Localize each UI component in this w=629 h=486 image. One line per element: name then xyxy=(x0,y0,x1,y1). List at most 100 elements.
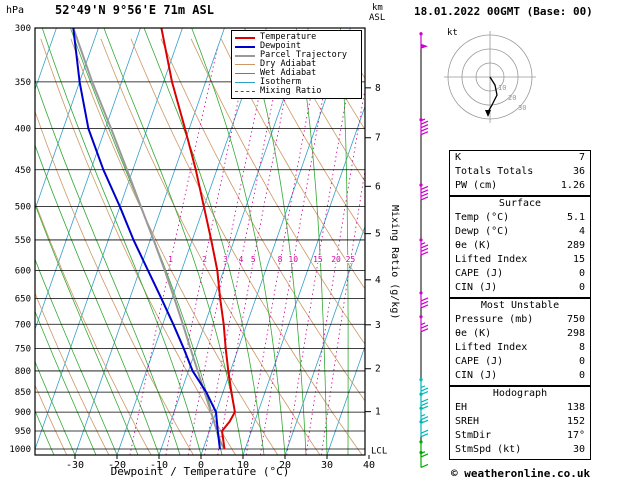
info-panel: Surface Temp (°C) 5.1 Dewp (°C) 4 θe (K) 289 Li… xyxy=(449,196,591,298)
hodograph-ring-label: 20 xyxy=(508,94,516,102)
wind-barb xyxy=(419,238,429,256)
km-axis-label: km xyxy=(372,3,383,13)
pressure-tick-label: 800 xyxy=(15,367,31,377)
info-panel: Hodograph EH 138 SREH 152 StmDir 17° StmSpd (kt… xyxy=(449,386,591,460)
wind-barb xyxy=(419,420,429,438)
hodograph-ring-label: 10 xyxy=(498,84,506,92)
stat-label: PW (cm) xyxy=(455,180,498,191)
legend-label: Parcel Trajectory xyxy=(260,50,347,60)
stat-label: Totals Totals xyxy=(455,166,534,177)
stat-label: Lifted Index xyxy=(455,254,528,265)
legend-swatch xyxy=(235,64,255,65)
stat-value: 7 xyxy=(578,152,585,163)
info-panel: Most Unstable Pressure (mb) 750 θe (K) 298 Li… xyxy=(449,298,591,386)
copyright: © weatheronline.co.uk xyxy=(451,467,591,480)
pressure-tick-label: 450 xyxy=(15,166,31,176)
stat-label: θe (K) xyxy=(455,328,492,339)
mixing-ratio-value: 25 xyxy=(346,255,356,264)
stat-value: 0 xyxy=(578,268,585,279)
legend-label: Mixing Ratio xyxy=(260,86,322,96)
legend-swatch xyxy=(235,82,255,83)
pressure-tick-label: 750 xyxy=(15,344,31,354)
chart-frame xyxy=(34,27,366,456)
stat-label: CIN (J) xyxy=(455,370,498,381)
km-tick-label: 5 xyxy=(375,229,381,240)
wind-barb xyxy=(419,32,428,49)
panel-row: Pressure (mb) 750 xyxy=(450,313,590,327)
legend-label: Isotherm xyxy=(260,77,301,87)
pressure-tick-label: 900 xyxy=(15,408,31,418)
pressure-tick-label: 350 xyxy=(15,78,31,88)
temp-tick-label: 0 xyxy=(198,460,204,471)
stat-value: 8 xyxy=(578,342,585,353)
legend-label: Dry Adiabat xyxy=(260,59,317,69)
panel-row: Totals Totals 36 xyxy=(450,165,590,179)
wind-barb xyxy=(419,118,429,136)
stat-label: CAPE (J) xyxy=(455,268,504,279)
panel-title: Most Unstable xyxy=(480,300,560,311)
mixing-ratio-value: 10 xyxy=(288,255,298,264)
lcl-label: LCL xyxy=(371,447,387,457)
stat-label: θe (K) xyxy=(455,240,492,251)
temp-tick-label: -20 xyxy=(108,460,126,471)
stat-value: 289 xyxy=(566,240,585,251)
hodograph-ring-label: 30 xyxy=(518,104,526,112)
panel-row: EH 138 xyxy=(450,401,590,415)
legend-swatch xyxy=(235,45,255,48)
stat-label: StmSpd (kt) xyxy=(455,444,522,455)
pressure-tick-label: 850 xyxy=(15,388,31,398)
legend-item: Mixing Ratio xyxy=(235,87,358,96)
stat-value: 36 xyxy=(572,166,585,177)
mixing-ratio-value: 15 xyxy=(313,255,323,264)
temp-tick-label: 30 xyxy=(321,460,333,471)
mixing-ratio-value: 2 xyxy=(202,255,207,264)
legend-item: Isotherm xyxy=(235,78,358,87)
km-tick-label: 2 xyxy=(375,364,381,375)
x-axis-title: Dewpoint / Temperature (°C) xyxy=(110,465,290,478)
pressure-tick-label: 950 xyxy=(15,427,31,437)
legend-swatch xyxy=(235,73,255,74)
pressure-tick-label: 700 xyxy=(15,320,31,330)
panel-row: θe (K) 289 xyxy=(450,239,590,253)
mixing-ratio-value: 4 xyxy=(239,255,244,264)
pressure-tick-label: 650 xyxy=(15,294,31,304)
stat-label: Temp (°C) xyxy=(455,212,510,223)
panel-row: θe (K) 298 xyxy=(450,327,590,341)
pressure-unit-label: hPa xyxy=(6,5,25,16)
pressure-tick-label: 500 xyxy=(15,203,31,213)
stat-value: 5.1 xyxy=(566,212,585,223)
km-tick-label: 8 xyxy=(375,83,381,94)
km-tick-label: 3 xyxy=(375,320,381,331)
stat-value: 0 xyxy=(578,356,585,367)
wind-barb xyxy=(419,315,429,333)
datetime-title: 18.01.2022 00GMT (Base: 00) xyxy=(414,5,593,18)
stat-value: 30 xyxy=(572,444,585,455)
panel-row: Temp (°C) 5.1 xyxy=(450,211,590,225)
stat-label: CAPE (J) xyxy=(455,356,504,367)
mixing-ratio-axis-label: Mixing Ratio (g/kg) xyxy=(389,205,400,320)
mixing-ratio-value: 1 xyxy=(168,255,173,264)
asl-axis-label: ASL xyxy=(369,13,386,23)
wind-barb xyxy=(419,377,429,396)
panel-row: Lifted Index 8 xyxy=(450,341,590,355)
panel-row: CIN (J) 0 xyxy=(450,369,590,383)
legend-swatch xyxy=(235,54,255,57)
panel-row: CAPE (J) 0 xyxy=(450,355,590,369)
km-tick-label: 6 xyxy=(375,181,381,192)
stat-label: Lifted Index xyxy=(455,342,528,353)
legend-swatch xyxy=(235,36,255,39)
panel-title: Hodograph xyxy=(492,388,548,399)
legend-item: Temperature xyxy=(235,33,358,42)
legend-item: Wet Adiabat xyxy=(235,69,358,78)
stat-value: 0 xyxy=(578,370,585,381)
legend-item: Parcel Trajectory xyxy=(235,51,358,60)
mixing-ratio-value: 8 xyxy=(278,255,283,264)
wind-barb xyxy=(419,440,429,458)
stat-value: 4 xyxy=(578,226,585,237)
legend: Temperature Dewpoint Parcel Trajectory Dry … xyxy=(231,30,362,99)
km-tick-label: 7 xyxy=(375,133,381,144)
stat-label: SREH xyxy=(455,416,480,427)
mixing-ratio-value: 5 xyxy=(251,255,256,264)
